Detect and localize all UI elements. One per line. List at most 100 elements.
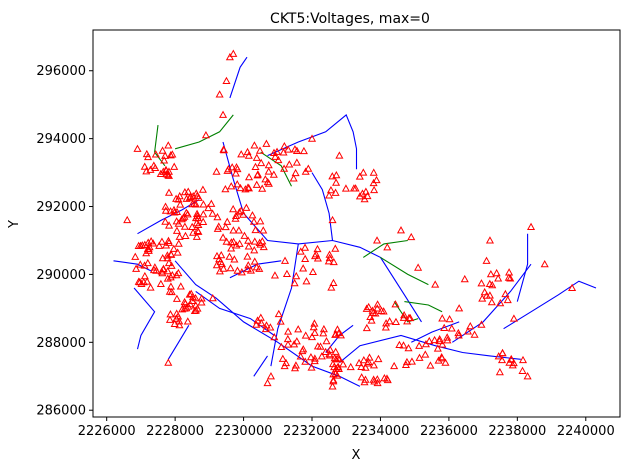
bus-marker-407 <box>385 317 394 325</box>
bus-marker-4 <box>161 151 170 159</box>
bus-marker-232 <box>251 162 260 170</box>
bus-marker-226 <box>221 184 230 193</box>
bus-marker-405 <box>399 313 408 321</box>
bus-marker-510 <box>407 232 416 241</box>
bus-marker-264 <box>301 167 310 175</box>
bus-marker-107 <box>149 239 158 247</box>
bus-marker-355 <box>283 340 293 348</box>
bus-marker-348 <box>319 329 328 337</box>
bus-marker-64 <box>193 209 202 217</box>
bus-marker-363 <box>313 342 322 350</box>
bus-marker-476 <box>497 355 507 364</box>
bus-marker-457 <box>503 295 512 304</box>
bus-marker-182 <box>225 252 234 260</box>
bus-marker-479 <box>225 52 234 61</box>
bus-marker-468 <box>518 355 528 364</box>
bus-marker-221 <box>244 151 253 159</box>
bus-marker-459 <box>492 268 501 277</box>
bus-marker-109 <box>149 265 159 274</box>
bus-marker-31 <box>192 232 201 240</box>
bus-marker-59 <box>198 185 207 193</box>
bus-marker-163 <box>244 261 253 269</box>
bus-marker-493 <box>485 236 495 244</box>
bus-marker-181 <box>243 264 252 273</box>
bus-marker-74 <box>185 193 194 201</box>
chart-title: CKT5:Voltages, max=0 <box>270 11 430 27</box>
bus-marker-394 <box>355 358 364 367</box>
lateral-line-23 <box>393 301 419 323</box>
bus-marker-216 <box>258 237 267 245</box>
x-tick-label-2: 2230000 <box>215 424 273 439</box>
bus-marker-356 <box>301 357 310 365</box>
bus-marker-69 <box>176 200 185 208</box>
bus-marker-245 <box>233 180 242 188</box>
bus-marker-514 <box>164 141 173 149</box>
feeder-line-18 <box>253 355 268 377</box>
bus-marker-496 <box>455 304 464 312</box>
bus-marker-296 <box>331 244 340 252</box>
bus-marker-503 <box>369 375 378 383</box>
bus-marker-207 <box>234 226 243 234</box>
bus-marker-398 <box>367 316 376 324</box>
bus-marker-360 <box>307 332 317 341</box>
bus-marker-280 <box>326 186 336 194</box>
lateral-line-21 <box>362 239 408 258</box>
bus-marker-151 <box>180 297 189 306</box>
bus-marker-263 <box>280 164 289 172</box>
bus-marker-201 <box>215 254 224 263</box>
feeder-line-9 <box>339 334 521 364</box>
bus-marker-410 <box>391 300 400 308</box>
bus-marker-306 <box>308 267 318 276</box>
bus-marker-279 <box>325 191 334 199</box>
bus-marker-55 <box>172 194 181 202</box>
bus-marker-269 <box>271 152 280 160</box>
bus-marker-377 <box>383 375 392 384</box>
y-tick-label-1: 288000 <box>36 336 86 351</box>
bus-marker-346 <box>331 330 340 338</box>
bus-marker-331 <box>310 328 319 336</box>
bus-marker-238 <box>236 183 245 192</box>
bus-marker-205 <box>229 226 238 234</box>
bus-marker-29 <box>181 231 190 240</box>
bus-marker-162 <box>259 226 268 234</box>
bus-marker-442 <box>443 336 452 344</box>
bus-marker-463 <box>504 273 513 281</box>
lateral-line-22 <box>380 256 429 286</box>
bus-marker-137 <box>172 294 181 302</box>
bus-marker-351 <box>307 363 316 371</box>
bus-marker-212 <box>218 233 228 241</box>
bus-marker-455 <box>487 297 496 306</box>
bus-marker-295 <box>299 264 308 272</box>
bus-marker-121 <box>164 238 174 246</box>
bus-marker-318 <box>252 320 261 328</box>
bus-marker-382 <box>331 369 340 377</box>
bus-marker-215 <box>231 214 240 222</box>
bus-marker-365 <box>346 362 355 371</box>
bus-marker-334 <box>291 361 300 369</box>
bus-marker-414 <box>369 308 378 316</box>
bus-marker-67 <box>188 222 197 231</box>
bus-marker-275 <box>355 172 364 180</box>
bus-marker-204 <box>226 263 235 272</box>
bus-marker-338 <box>317 352 326 360</box>
bus-marker-376 <box>339 360 348 368</box>
bus-marker-177 <box>231 211 241 219</box>
bus-marker-482 <box>218 110 228 118</box>
y-tick-label-0: 286000 <box>36 404 86 419</box>
bus-marker-71 <box>172 217 181 225</box>
bus-marker-292 <box>300 243 310 251</box>
feeder-line-5 <box>229 56 248 99</box>
bus-marker-103 <box>174 239 183 247</box>
bus-marker-42 <box>204 203 213 212</box>
bus-marker-474 <box>495 367 504 376</box>
bus-marker-198 <box>255 264 264 272</box>
bus-marker-229 <box>264 167 273 175</box>
bus-marker-48 <box>169 205 179 214</box>
bus-marker-175 <box>246 266 255 274</box>
bus-marker-88 <box>140 271 149 280</box>
bus-marker-108 <box>176 282 185 290</box>
y-axis-label: Y <box>7 220 22 229</box>
bus-marker-304 <box>282 269 291 278</box>
bus-marker-190 <box>221 222 230 231</box>
